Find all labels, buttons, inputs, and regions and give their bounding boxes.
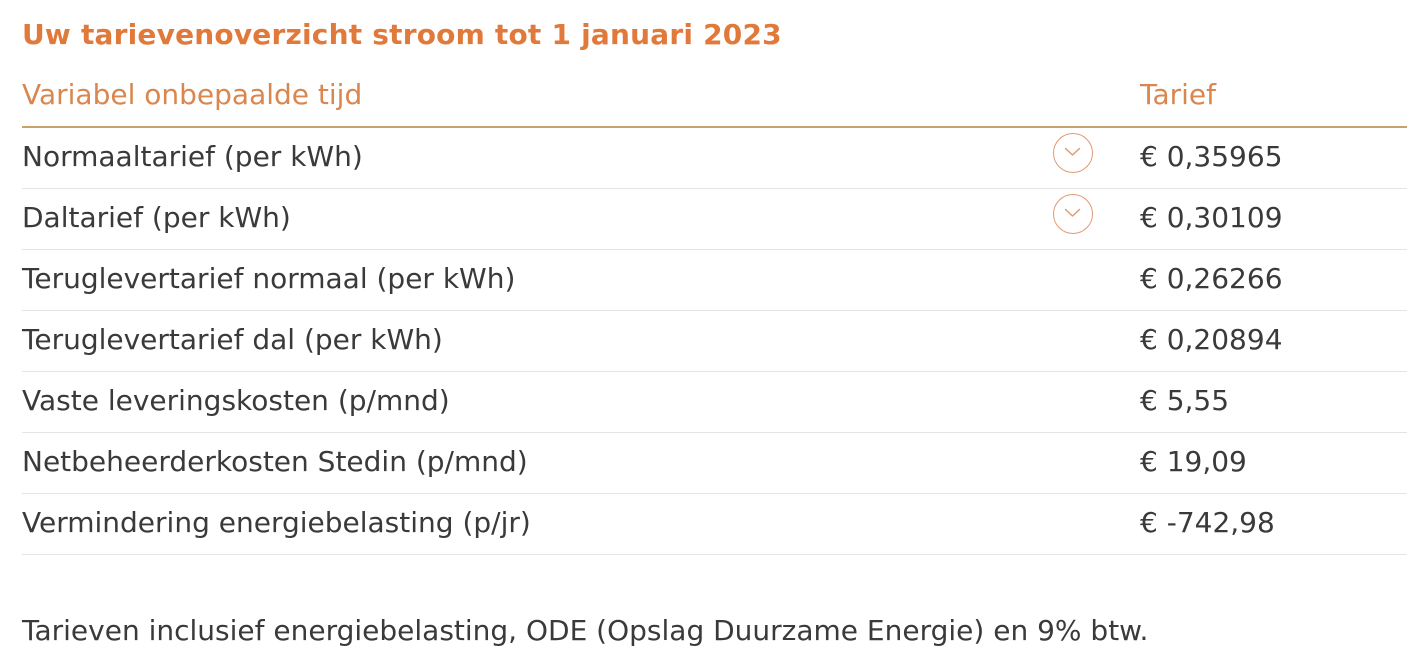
chevron-down-icon (1064, 208, 1081, 217)
row-label: Teruglevertarief dal (per kWh) (22, 323, 443, 356)
row-label: Daltarief (per kWh) (22, 201, 291, 234)
row-label: Teruglevertarief normaal (per kWh) (22, 262, 516, 295)
footnote: Tarieven inclusief energiebelasting, ODE… (22, 614, 1149, 647)
row-value: € 5,55 (1140, 384, 1230, 417)
table-row: Daltarief (per kWh) € 0,30109 (22, 189, 1407, 250)
row-value: € 0,30109 (1140, 201, 1283, 234)
row-label: Vaste leveringskosten (p/mnd) (22, 384, 450, 417)
expand-toggle-button[interactable] (1053, 133, 1093, 173)
table-header: Variabel onbepaalde tijd Tarief (22, 78, 1407, 128)
table-row: Netbeheerderkosten Stedin (p/mnd) € 19,0… (22, 433, 1407, 494)
tariff-table: Normaaltarief (per kWh) € 0,35965 Daltar… (22, 128, 1407, 555)
table-row: Vermindering energiebelasting (p/jr) € -… (22, 494, 1407, 555)
row-value: € 0,35965 (1140, 140, 1283, 173)
expand-toggle-button[interactable] (1053, 194, 1093, 234)
page-title: Uw tarievenoverzicht stroom tot 1 januar… (22, 18, 782, 51)
row-value: € 0,20894 (1140, 323, 1283, 356)
table-row: Vaste leveringskosten (p/mnd) € 5,55 (22, 372, 1407, 433)
row-label: Netbeheerderkosten Stedin (p/mnd) (22, 445, 528, 478)
chevron-down-icon (1064, 147, 1081, 156)
row-label: Normaaltarief (per kWh) (22, 140, 363, 173)
header-contract-type: Variabel onbepaalde tijd (22, 78, 363, 111)
row-value: € 0,26266 (1140, 262, 1283, 295)
row-label: Vermindering energiebelasting (p/jr) (22, 506, 531, 539)
table-row: Normaaltarief (per kWh) € 0,35965 (22, 128, 1407, 189)
header-tariff: Tarief (1140, 78, 1217, 111)
table-row: Teruglevertarief dal (per kWh) € 0,20894 (22, 311, 1407, 372)
table-row: Teruglevertarief normaal (per kWh) € 0,2… (22, 250, 1407, 311)
row-value: € 19,09 (1140, 445, 1247, 478)
row-value: € -742,98 (1140, 506, 1275, 539)
